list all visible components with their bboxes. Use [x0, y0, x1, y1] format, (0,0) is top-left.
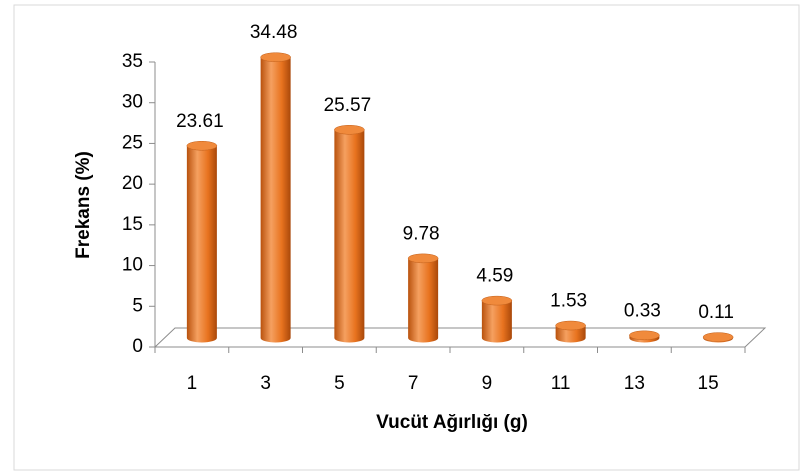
y-tick-label: 35 — [122, 51, 143, 72]
y-tick-label: 25 — [122, 132, 143, 153]
value-label: 0.11 — [698, 302, 734, 323]
y-tick-label: 0 — [132, 336, 143, 357]
value-label: 9.78 — [403, 223, 440, 244]
y-tick-label: 20 — [122, 173, 143, 194]
value-label: 4.59 — [476, 266, 513, 287]
x-axis-title: Vucüt Ağırlığı (g) — [376, 412, 528, 433]
x-tick-label: 7 — [408, 373, 419, 394]
x-tick-label: 15 — [698, 373, 719, 394]
value-label: 25.57 — [324, 95, 372, 116]
bar-top — [334, 125, 365, 135]
y-tick-label: 30 — [122, 92, 143, 113]
x-tick-label: 9 — [482, 373, 493, 394]
bar — [334, 129, 365, 343]
y-axis-title: Frekans (%) — [73, 151, 94, 259]
value-label: 0.33 — [624, 300, 661, 321]
x-tick-label: 11 — [551, 373, 571, 394]
bar — [629, 335, 660, 343]
value-label: 34.48 — [250, 22, 298, 43]
bar — [481, 300, 512, 343]
y-tick-label: 15 — [122, 214, 143, 235]
x-tick-label: 13 — [624, 373, 645, 394]
bar-top — [407, 253, 439, 264]
bar — [260, 57, 291, 343]
y-tick-label: 5 — [132, 295, 143, 316]
bar-top — [629, 330, 660, 341]
y-tick-label: 10 — [122, 255, 143, 276]
floor — [153, 327, 767, 348]
bar-top — [186, 140, 218, 151]
bar-top — [702, 332, 734, 342]
value-label: 23.61 — [176, 111, 224, 132]
bar — [555, 325, 586, 343]
bar-top — [260, 52, 291, 62]
x-tick-label: 5 — [334, 373, 345, 394]
x-tick-label: 3 — [260, 373, 271, 394]
x-tick-label: 1 — [187, 373, 198, 394]
bar-top — [555, 320, 586, 331]
bar — [186, 145, 217, 343]
bar — [408, 258, 439, 343]
value-label: 1.53 — [550, 291, 587, 312]
bar-top — [481, 295, 513, 306]
chart-border — [13, 4, 800, 471]
